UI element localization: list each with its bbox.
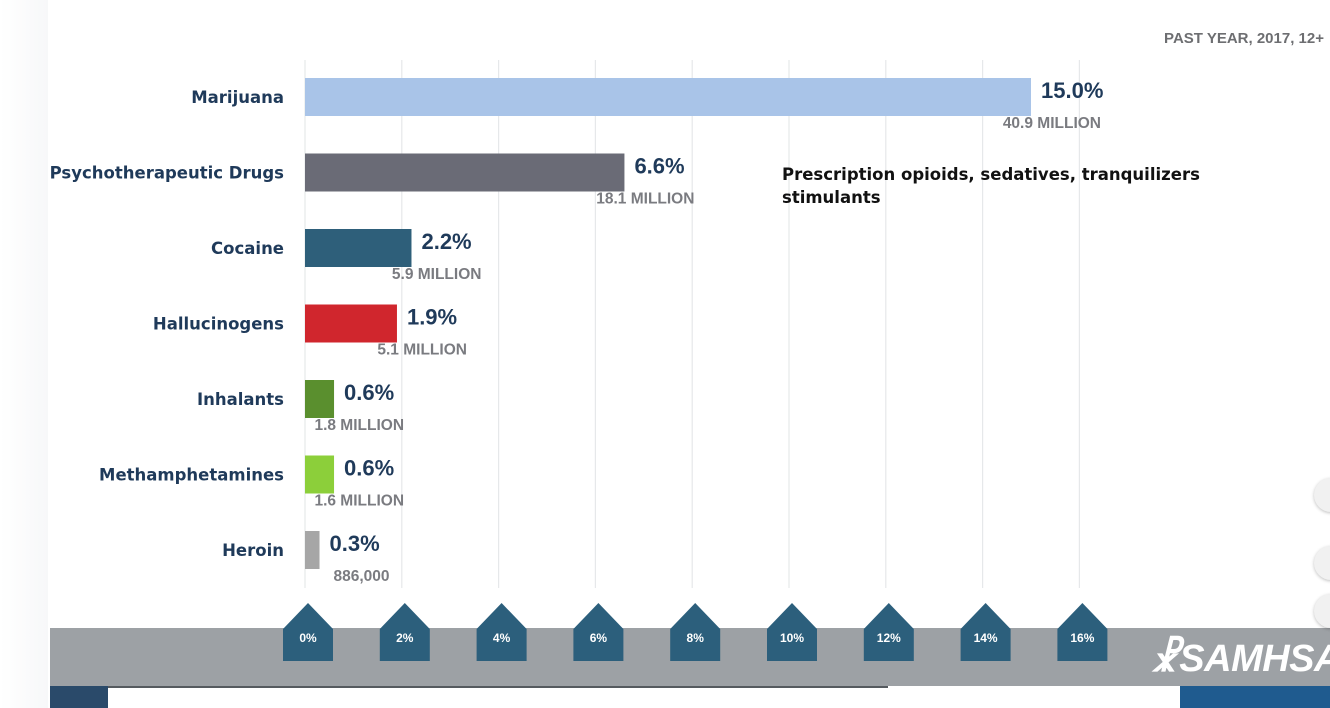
count-label: 40.9 MILLION <box>1003 115 1101 132</box>
annotation-line-1: Prescription opioids, sedatives, tranqui… <box>782 165 1200 184</box>
left-shade <box>0 0 48 708</box>
category-label: Inhalants <box>197 390 284 409</box>
samhsa-wordmark: SAMHSA <box>1179 638 1330 680</box>
side-nav-button-1[interactable] <box>1314 478 1330 512</box>
value-label: 0.6% <box>344 456 394 481</box>
count-label: 5.1 MILLION <box>377 342 467 359</box>
x-tick-label: 16% <box>1070 631 1094 645</box>
x-tick-label: 0% <box>299 631 317 645</box>
chart-subtitle: PAST YEAR, 2017, 12+ <box>1164 30 1324 47</box>
x-tick-label: 10% <box>780 631 804 645</box>
value-label: 2.2% <box>421 229 471 254</box>
annotation-line-2: stimulants <box>782 188 881 207</box>
x-tick-marker <box>476 603 527 661</box>
samhsa-logo-text: ☧SAMHSA <box>1150 636 1330 681</box>
count-label: 1.8 MILLION <box>314 417 404 434</box>
x-tick-marker <box>1057 603 1108 661</box>
x-tick-label: 2% <box>396 631 414 645</box>
category-label: Methamphetamines <box>99 466 284 485</box>
samhsa-figure-icon: ☧ <box>1150 638 1180 680</box>
samhsa-logo: ☧SAMHSA <box>1150 628 1330 686</box>
x-tick-marker <box>670 603 721 661</box>
x-tick-label: 6% <box>590 631 608 645</box>
category-label: Hallucinogens <box>153 315 284 334</box>
footer-dark-block <box>50 686 108 708</box>
value-label: 6.6% <box>634 154 684 179</box>
x-tick-marker <box>379 603 430 661</box>
count-label: 18.1 MILLION <box>596 191 694 208</box>
x-tick-label: 8% <box>687 631 705 645</box>
count-label: 886,000 <box>333 568 389 585</box>
footer-divider <box>108 686 888 688</box>
x-tick-marker <box>767 603 817 661</box>
count-label: 1.6 MILLION <box>314 493 404 510</box>
side-nav-button-2[interactable] <box>1314 546 1330 580</box>
bar-psychotherapeutic-drugs <box>305 153 625 192</box>
footer-strip <box>50 686 1330 708</box>
category-label: Psychotherapeutic Drugs <box>50 164 285 183</box>
bar-marijuana <box>305 78 1031 116</box>
value-label: 0.3% <box>330 531 380 556</box>
value-label: 15.0% <box>1041 78 1103 103</box>
count-label: 5.9 MILLION <box>392 266 482 283</box>
bar-cocaine <box>305 229 412 267</box>
bar-inhalants <box>305 380 335 418</box>
x-tick-marker <box>863 603 914 661</box>
x-tick-marker <box>573 603 624 661</box>
side-nav-button-3[interactable] <box>1314 594 1330 628</box>
category-label: Marijuana <box>191 88 284 107</box>
value-label: 0.6% <box>344 380 394 405</box>
value-label: 1.9% <box>407 305 457 330</box>
footer-blue-block <box>1180 686 1330 708</box>
bar-methamphetamines <box>305 455 335 494</box>
bar-heroin <box>305 531 320 569</box>
bar-hallucinogens <box>305 304 397 343</box>
x-tick-marker <box>283 603 333 661</box>
category-label: Heroin <box>222 541 284 560</box>
psychotherapeutic-annotation: Prescription opioids, sedatives, tranqui… <box>782 163 1242 209</box>
category-label: Cocaine <box>211 239 284 258</box>
x-tick-label: 14% <box>974 631 998 645</box>
x-tick-label: 4% <box>493 631 511 645</box>
x-tick-marker <box>960 603 1011 661</box>
x-tick-label: 12% <box>877 631 901 645</box>
